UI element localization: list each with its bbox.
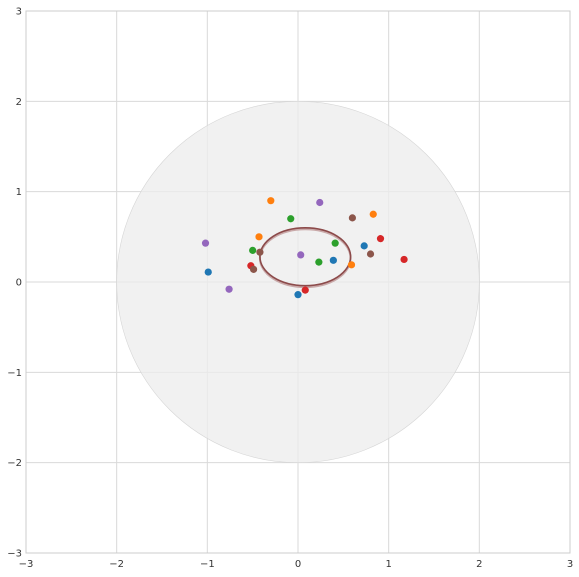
x-tick-label: 1 (385, 559, 391, 570)
scatter-point (315, 258, 323, 266)
scatter-point (204, 268, 212, 276)
scatter-point (347, 261, 356, 269)
x-tick-label: 3 (567, 559, 573, 570)
scatter-point (201, 239, 210, 247)
scatter-point (376, 235, 385, 243)
scatter-point (348, 214, 356, 222)
scatter-point (256, 248, 264, 256)
x-tick-label: 2 (476, 559, 482, 570)
y-tick-label: −3 (7, 549, 22, 560)
x-tick-label: −3 (19, 559, 34, 570)
y-tick-label: 1 (16, 187, 22, 198)
scatter-point (329, 256, 337, 264)
y-tick-label: −2 (7, 458, 22, 469)
scatter-point (297, 251, 305, 259)
x-tick-label: 0 (295, 559, 301, 570)
scatter-point (366, 250, 375, 258)
scatter-point (255, 233, 263, 241)
y-tick-label: 2 (16, 97, 22, 108)
scatter-point (249, 246, 257, 254)
y-tick-label: −1 (7, 368, 22, 379)
scatter-point (294, 291, 302, 299)
ellipse (259, 227, 352, 287)
x-tick-label: −2 (109, 559, 124, 570)
scatter-point (301, 286, 309, 294)
x-tick-label: −1 (200, 559, 215, 570)
scatter-point (369, 210, 377, 218)
scatter-point (360, 242, 368, 250)
scatter-point (287, 215, 295, 223)
y-tick-label: 0 (16, 278, 22, 289)
scatter-point (331, 239, 339, 247)
scatter-point (225, 285, 233, 293)
background-circle (116, 101, 480, 463)
y-tick-label: 3 (16, 7, 22, 18)
scatter-point (267, 197, 275, 205)
scatter-point (400, 255, 408, 264)
scatter-point (249, 265, 258, 273)
plot-frame (25, 10, 571, 554)
scatter-point (316, 198, 324, 207)
